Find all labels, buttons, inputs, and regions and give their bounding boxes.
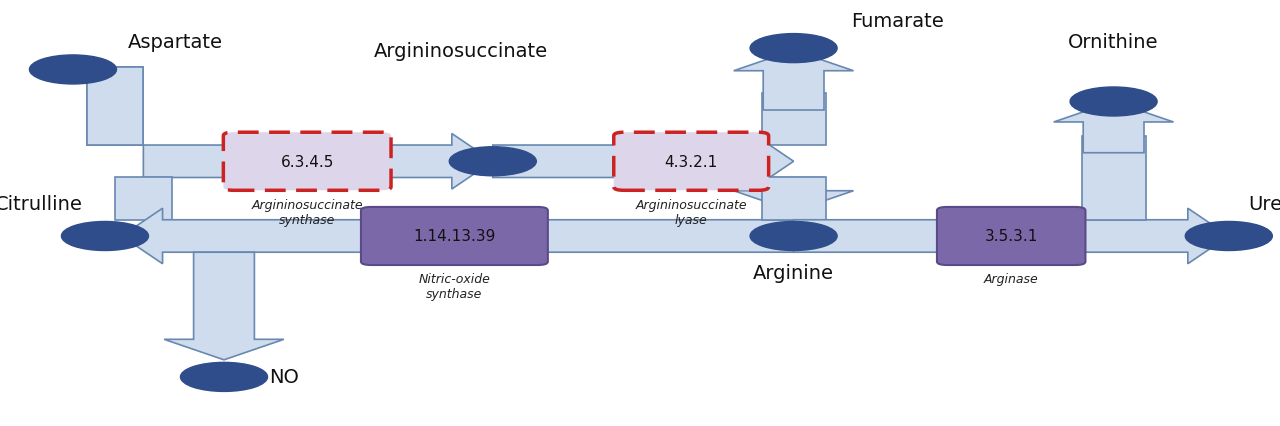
Polygon shape <box>733 51 854 111</box>
Polygon shape <box>493 134 794 190</box>
Text: Argininosuccinate
lyase: Argininosuccinate lyase <box>635 198 748 226</box>
Circle shape <box>750 35 837 63</box>
Text: Citrulline: Citrulline <box>0 195 83 214</box>
Text: Arginine: Arginine <box>753 263 835 282</box>
Circle shape <box>449 147 536 176</box>
Text: NO: NO <box>269 368 298 386</box>
Text: Urea: Urea <box>1248 195 1280 214</box>
Text: Fumarate: Fumarate <box>851 12 943 31</box>
FancyBboxPatch shape <box>937 207 1085 265</box>
Polygon shape <box>87 68 143 146</box>
Polygon shape <box>87 68 143 146</box>
Text: 4.3.2.1: 4.3.2.1 <box>664 154 718 170</box>
Polygon shape <box>794 209 1229 264</box>
Text: 6.3.4.5: 6.3.4.5 <box>280 154 334 170</box>
Text: Arginase: Arginase <box>984 273 1038 285</box>
Circle shape <box>750 222 837 251</box>
Text: 3.5.3.1: 3.5.3.1 <box>984 229 1038 244</box>
Polygon shape <box>762 178 826 220</box>
Polygon shape <box>143 134 493 190</box>
Circle shape <box>61 222 148 251</box>
Circle shape <box>1070 88 1157 117</box>
Polygon shape <box>733 178 854 212</box>
Circle shape <box>29 56 116 85</box>
Text: Aspartate: Aspartate <box>128 33 223 52</box>
Polygon shape <box>1053 102 1174 153</box>
FancyBboxPatch shape <box>223 133 392 191</box>
Polygon shape <box>164 253 284 360</box>
Text: 1.14.13.39: 1.14.13.39 <box>413 229 495 244</box>
Text: Nitric-oxide
synthase: Nitric-oxide synthase <box>419 273 490 301</box>
FancyBboxPatch shape <box>361 207 548 265</box>
Polygon shape <box>1082 136 1146 220</box>
FancyBboxPatch shape <box>614 133 769 191</box>
Circle shape <box>180 363 268 391</box>
Text: Ornithine: Ornithine <box>1069 33 1158 52</box>
Polygon shape <box>115 178 172 220</box>
Polygon shape <box>122 209 794 264</box>
Circle shape <box>1185 222 1272 251</box>
Text: Argininosuccinate: Argininosuccinate <box>374 42 548 60</box>
Text: Argininosuccinate
synthase: Argininosuccinate synthase <box>251 198 364 226</box>
Polygon shape <box>762 94 826 146</box>
